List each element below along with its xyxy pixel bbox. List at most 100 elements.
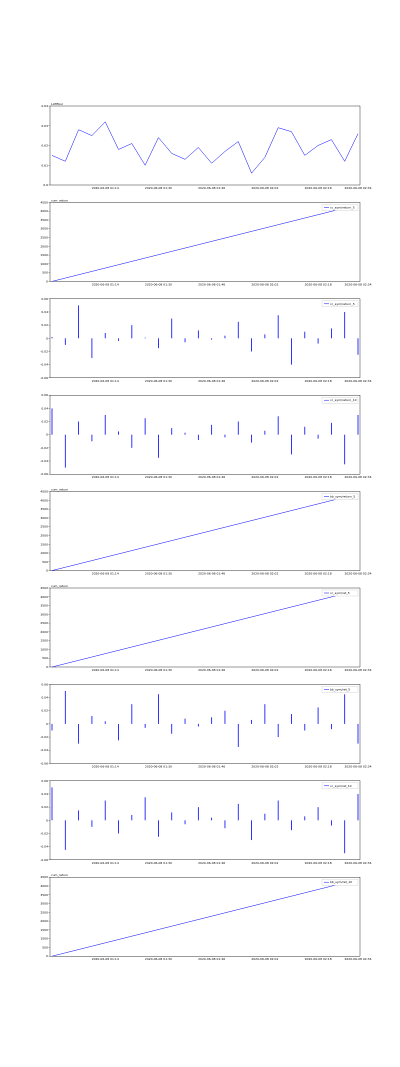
chart-title: cum_return: [51, 873, 68, 877]
x-tick-label: 2020-06-08 02:02: [251, 957, 278, 961]
bar: [131, 325, 133, 339]
y-tick-label: 0.06: [41, 393, 48, 397]
bar: [330, 820, 332, 826]
bar: [277, 416, 279, 435]
bar: [158, 338, 159, 349]
y-tick-label: 3000: [40, 516, 48, 520]
x-tick-label: 2020-06-08 02:34: [344, 186, 371, 190]
plot-frame: [49, 877, 361, 957]
bar: [211, 338, 213, 340]
bar: [251, 434, 252, 443]
x-tick-label: 2020-06-08 02:34: [344, 282, 371, 286]
y-tick-label: -0.04: [40, 363, 48, 367]
bar: [291, 338, 292, 365]
x-tick-label: 2020-06-08 01:14: [92, 764, 119, 768]
y-tick-label: 2500: [40, 525, 48, 529]
y-tick-label: 1500: [40, 639, 48, 643]
y-tick-label: 3500: [40, 507, 48, 511]
y-tick-label: -0.02: [40, 349, 48, 353]
legend-box: [321, 782, 359, 789]
bar: [224, 820, 226, 829]
bar: [211, 817, 213, 821]
bar: [357, 414, 359, 435]
x-tick-label: 2020-06-08 01:30: [145, 861, 172, 865]
y-tick-label: 0.02: [41, 323, 48, 327]
y-tick-label: 0.04: [41, 696, 48, 700]
bar: [197, 434, 199, 440]
y-tick-label: -0.02: [40, 735, 48, 739]
bar: [78, 723, 80, 744]
bar: [131, 704, 133, 724]
bar: [158, 694, 159, 724]
y-tick-label: 2000: [40, 533, 48, 537]
bar: [104, 414, 106, 435]
bar: [91, 338, 93, 359]
x-tick-label: 2020-06-08 01:30: [145, 475, 172, 479]
x-tick-label: 2020-06-08 01:30: [145, 764, 172, 768]
y-tick-label: 2000: [40, 630, 48, 634]
y-tick-label: 4500: [40, 586, 48, 590]
x-tick-label: 2020-06-08 01:30: [145, 379, 172, 383]
y-tick-label: 0.02: [41, 805, 48, 809]
chart-title: cum_return: [51, 584, 68, 588]
bar: [118, 431, 119, 435]
bar: [171, 723, 173, 734]
bar: [237, 321, 239, 339]
y-tick-label: 3000: [40, 902, 48, 906]
y-tick-label: 500: [42, 560, 48, 564]
legend-box: [321, 300, 359, 307]
y-tick-label: 0: [46, 954, 48, 958]
bar: [171, 428, 173, 435]
legend-label: cc_sym/return_5: [330, 302, 355, 306]
bar: [104, 800, 106, 821]
bar: [118, 338, 119, 341]
line: [51, 879, 359, 957]
bar: [118, 723, 119, 741]
x-tick-label: 2020-06-08 02:18: [305, 186, 332, 190]
x-tick-label: 2020-06-08 01:14: [92, 572, 119, 576]
x-tick-label: 2020-06-08 02:02: [251, 379, 278, 383]
bar: [64, 690, 66, 724]
x-tick-label: 2020-06-08 01:14: [92, 861, 119, 865]
bar: [197, 330, 199, 339]
bar: [237, 421, 239, 435]
bar: [211, 717, 213, 724]
x-tick-label: 2020-06-08 01:46: [198, 379, 225, 383]
y-tick-label: 0.61: [41, 163, 48, 167]
legend-box: [321, 686, 359, 693]
x-tick-label: 2020-06-08 02:02: [251, 764, 278, 768]
bar: [91, 716, 93, 724]
y-tick-label: 4000: [40, 498, 48, 502]
bar: [184, 718, 186, 724]
bar: [344, 434, 346, 465]
bar: [104, 721, 106, 724]
y-tick-label: 1000: [40, 262, 48, 266]
bar: [317, 434, 319, 439]
y-tick-label: -0.06: [40, 761, 48, 765]
x-tick-label: 2020-06-08 02:34: [344, 861, 371, 865]
bar: [144, 337, 146, 339]
x-tick-label: 2020-06-08 02:18: [305, 379, 332, 383]
bar: [264, 430, 266, 435]
bar: [344, 311, 346, 339]
bar: [277, 723, 279, 738]
bar: [251, 820, 252, 841]
x-tick-label: 2020-06-08 01:46: [198, 861, 225, 865]
x-tick-label: 2020-06-08 01:30: [145, 957, 172, 961]
bar: [91, 820, 93, 827]
bar: [51, 723, 53, 731]
x-tick-label: 2020-06-08 01:30: [145, 186, 172, 190]
y-tick-label: 1500: [40, 928, 48, 932]
y-tick-label: -0.06: [40, 858, 48, 862]
bar: [171, 812, 173, 821]
plot-frame: [49, 395, 361, 475]
x-tick-label: 2020-06-08 02:18: [305, 957, 332, 961]
x-tick-label: 2020-06-08 02:02: [251, 282, 278, 286]
x-tick-label: 2020-06-08 01:46: [198, 475, 225, 479]
y-tick-label: 3000: [40, 227, 48, 231]
y-tick-label: 4000: [40, 209, 48, 213]
x-tick-label: 2020-06-08 01:46: [198, 764, 225, 768]
y-tick-label: 0.64: [41, 104, 48, 108]
bar: [91, 434, 93, 442]
bar: [264, 334, 266, 339]
